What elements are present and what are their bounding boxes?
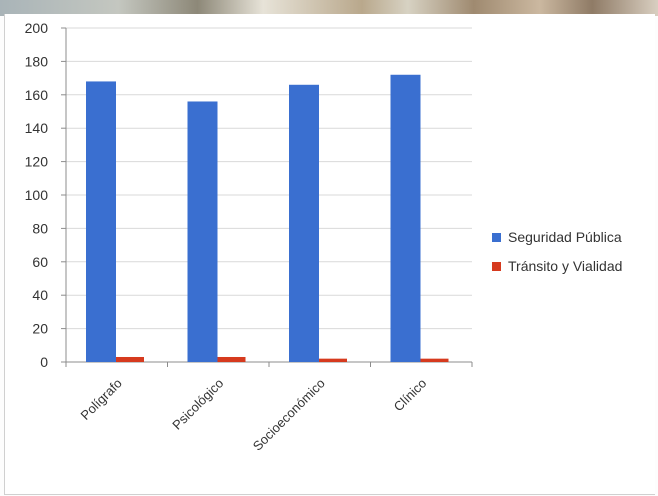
y-tick-label: 160 (25, 87, 49, 103)
x-category-label: Clínico (391, 376, 430, 415)
bar-transito-vialidad (116, 356, 144, 362)
header-photo-strip (0, 0, 658, 16)
x-category-label: Socioeconómico (250, 376, 328, 454)
y-tick-label: 140 (25, 120, 49, 136)
y-axis-ticks: 0 20 40 60 80 100 120 140 160 180 200 (25, 20, 66, 370)
y-tick-label: 120 (25, 154, 49, 170)
bar-seguridad-publica (187, 101, 218, 362)
y-tick-label: 80 (32, 220, 48, 236)
legend-swatch (492, 262, 501, 271)
bar-transito-vialidad (217, 356, 246, 362)
legend-label: Tránsito y Vialidad (508, 258, 622, 274)
bars (86, 74, 449, 362)
x-category-label: Psicológico (169, 376, 226, 433)
y-tick-label: 20 (32, 321, 48, 337)
y-tick-label: 0 (40, 354, 48, 370)
bar-seguridad-publica (390, 74, 421, 362)
legend-label: Seguridad Pública (508, 229, 622, 245)
y-tick-label: 40 (32, 287, 48, 303)
legend-swatch (492, 233, 501, 242)
legend: Seguridad Pública Tránsito y Vialidad (492, 229, 622, 274)
x-category-label: Polígrafo (77, 376, 124, 423)
bar-seguridad-publica (86, 81, 116, 362)
y-tick-label: 200 (25, 20, 49, 36)
y-tick-label: 180 (25, 53, 49, 69)
bar-seguridad-publica (289, 84, 319, 362)
y-tick-label: 100 (25, 187, 49, 203)
bar-transito-vialidad (420, 358, 449, 362)
bar-transito-vialidad (319, 358, 347, 362)
y-tick-label: 60 (32, 254, 48, 270)
x-axis-labels: Polígrafo Psicológico Socioeconómico Clínic… (77, 376, 429, 454)
